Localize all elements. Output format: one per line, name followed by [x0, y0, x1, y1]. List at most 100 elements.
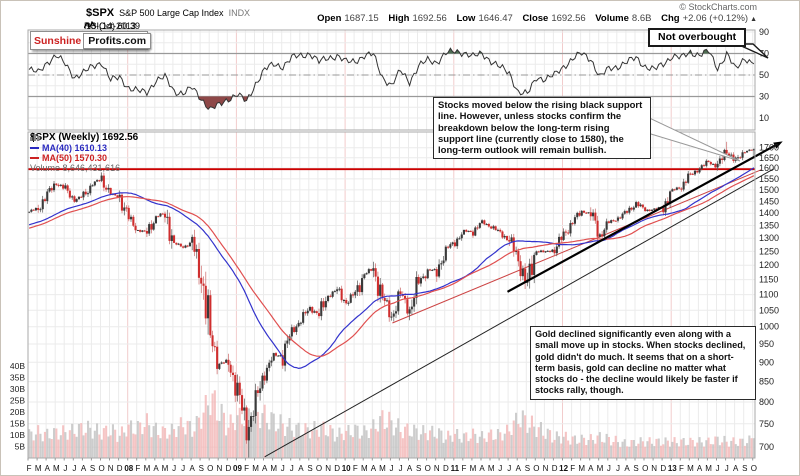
svg-text:1250: 1250: [759, 246, 779, 256]
svg-text:13: 13: [668, 464, 677, 473]
svg-text:10: 10: [759, 113, 769, 123]
svg-text:N: N: [651, 464, 657, 473]
svg-text:M: M: [270, 464, 277, 473]
svg-text:J: J: [172, 464, 176, 473]
svg-text:J: J: [63, 464, 67, 473]
svg-text:S: S: [416, 464, 421, 473]
svg-text:A: A: [153, 464, 159, 473]
svg-text:J: J: [725, 464, 729, 473]
svg-text:A: A: [45, 464, 51, 473]
annotation-gold-stocks: Gold declined significantly even along w…: [530, 326, 756, 400]
svg-text:J: J: [390, 464, 394, 473]
logo-part2: Profits.com: [83, 32, 152, 49]
svg-text:F: F: [353, 464, 358, 473]
ma50-line: [28, 175, 755, 357]
high-value: 1692.56: [412, 13, 447, 24]
change-label: Chg: [661, 13, 680, 24]
svg-text:D: D: [660, 464, 666, 473]
svg-text:J: J: [716, 464, 720, 473]
rsi-oversold-fill: [29, 96, 754, 110]
svg-text:1200: 1200: [759, 260, 779, 270]
svg-text:1000: 1000: [759, 322, 779, 332]
svg-text:J: J: [616, 464, 620, 473]
svg-text:1600: 1600: [759, 163, 779, 173]
low-value: 1646.47: [478, 13, 513, 24]
svg-text:08: 08: [124, 464, 133, 473]
svg-text:A: A: [733, 464, 739, 473]
svg-text:1650: 1650: [759, 153, 779, 163]
svg-text:J: J: [498, 464, 502, 473]
volume-value: 8.6B: [631, 13, 652, 24]
logo-part1: Sunshine: [34, 34, 82, 47]
svg-text:S: S: [90, 464, 95, 473]
svg-text:A: A: [516, 464, 522, 473]
indicator-zigzag-icon: [84, 21, 95, 29]
svg-text:10B: 10B: [10, 430, 25, 440]
rsi-plot: [28, 47, 755, 111]
svg-text:50: 50: [759, 70, 769, 80]
svg-text:J: J: [507, 464, 511, 473]
svg-text:M: M: [252, 464, 259, 473]
svg-text:F: F: [135, 464, 140, 473]
volume-bars-icon: [30, 134, 40, 141]
svg-text:1700: 1700: [759, 143, 779, 153]
svg-text:A: A: [624, 464, 630, 473]
svg-text:1050: 1050: [759, 305, 779, 315]
svg-text:J: J: [399, 464, 403, 473]
svg-text:11: 11: [451, 464, 460, 473]
svg-text:A: A: [190, 464, 196, 473]
svg-text:10: 10: [342, 464, 351, 473]
legend-ma40-text: MA(40) 1610.13: [42, 143, 108, 153]
svg-text:5B: 5B: [15, 442, 26, 452]
exchange-label: INDX: [228, 8, 251, 18]
close-label: Close: [522, 13, 549, 24]
svg-text:O: O: [425, 464, 431, 473]
svg-text:O: O: [207, 464, 213, 473]
svg-text:850: 850: [759, 377, 774, 387]
svg-text:M: M: [35, 464, 42, 473]
svg-text:N: N: [434, 464, 440, 473]
svg-text:15B: 15B: [10, 419, 25, 429]
svg-text:40B: 40B: [10, 361, 25, 371]
svg-text:D: D: [334, 464, 340, 473]
svg-text:1450: 1450: [759, 196, 779, 206]
long-term-rising-support-black: [264, 168, 775, 458]
close-value: 1692.56: [551, 13, 586, 24]
main-chart-legend: $SPX (Weekly) 1692.56 MA(40) 1610.13 MA(…: [30, 133, 138, 173]
svg-text:1100: 1100: [759, 290, 778, 300]
svg-text:12: 12: [559, 464, 568, 473]
svg-text:A: A: [407, 464, 413, 473]
svg-text:M: M: [470, 464, 477, 473]
svg-text:M: M: [379, 464, 386, 473]
svg-text:A: A: [697, 464, 703, 473]
svg-text:O: O: [98, 464, 104, 473]
svg-text:J: J: [607, 464, 611, 473]
svg-text:A: A: [262, 464, 268, 473]
chart-date: 10-Oct-2013: [86, 21, 137, 31]
thin-trendlines: [264, 168, 775, 458]
svg-text:N: N: [217, 464, 223, 473]
low-label: Low: [456, 13, 476, 24]
svg-text:M: M: [162, 464, 169, 473]
svg-text:M: M: [361, 464, 368, 473]
svg-text:F: F: [679, 464, 684, 473]
axis-labels: 1700165016001550150014501400135013001250…: [10, 27, 779, 473]
svg-text:J: J: [290, 464, 294, 473]
svg-text:S: S: [633, 464, 638, 473]
rsi-line: [28, 47, 755, 111]
svg-text:J: J: [281, 464, 285, 473]
svg-text:1300: 1300: [759, 233, 779, 243]
svg-text:J: J: [72, 464, 76, 473]
panel-frames: [27, 29, 756, 459]
svg-text:750: 750: [759, 419, 774, 429]
ohlc-quote-line: Open 1687.15 High 1692.56 Low 1646.47 Close…: [317, 13, 757, 24]
open-label: Open: [317, 13, 342, 24]
svg-text:D: D: [443, 464, 449, 473]
svg-text:S: S: [525, 464, 530, 473]
copyright-text: © StockCharts.com: [679, 2, 757, 12]
svg-text:O: O: [316, 464, 322, 473]
svg-text:M: M: [597, 464, 604, 473]
svg-text:N: N: [108, 464, 114, 473]
svg-text:S: S: [199, 464, 204, 473]
svg-text:N: N: [543, 464, 549, 473]
